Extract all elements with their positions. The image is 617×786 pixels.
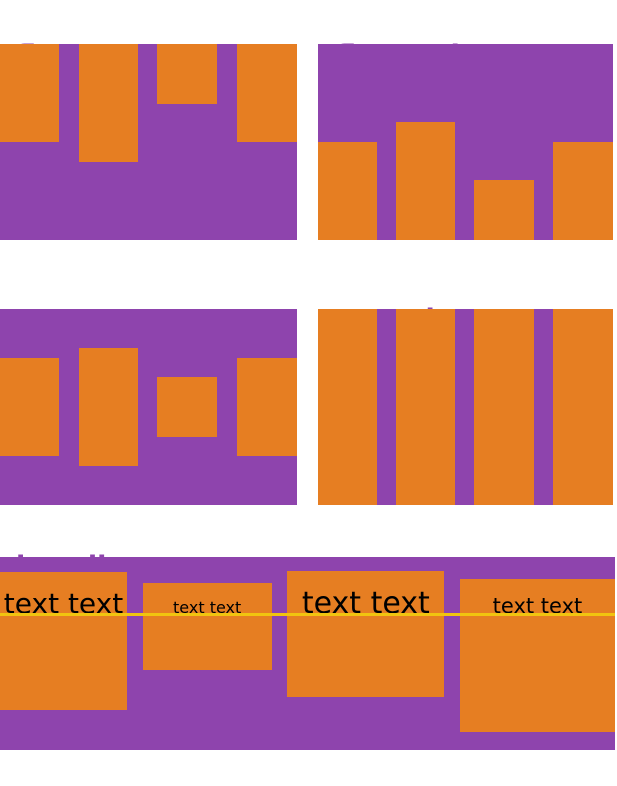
flex-item xyxy=(553,142,613,240)
flex-item: text text xyxy=(142,583,272,670)
flex-item xyxy=(78,348,138,466)
flex-container-baseline: text text text text text text text text xyxy=(0,557,615,750)
flex-item xyxy=(0,358,59,456)
flex-item xyxy=(318,142,377,240)
flex-item xyxy=(318,309,377,505)
flex-item xyxy=(0,44,59,142)
flex-item xyxy=(78,44,138,162)
flex-item xyxy=(236,358,297,456)
flex-item: text text xyxy=(0,572,127,710)
flex-item xyxy=(474,180,534,240)
flex-item: text text xyxy=(459,579,615,732)
flex-container-flex-end xyxy=(318,44,613,240)
flex-item: text text xyxy=(287,571,445,697)
flex-container-stretch xyxy=(318,309,613,505)
baseline-line xyxy=(0,613,615,616)
flex-item xyxy=(157,44,218,104)
flex-item xyxy=(236,44,297,142)
flex-item xyxy=(157,377,218,437)
flex-container-flex-start xyxy=(0,44,297,240)
flex-item xyxy=(474,309,534,505)
flex-container-center xyxy=(0,309,297,505)
flex-item xyxy=(396,309,455,505)
flex-item xyxy=(396,122,455,240)
flex-item xyxy=(553,309,613,505)
